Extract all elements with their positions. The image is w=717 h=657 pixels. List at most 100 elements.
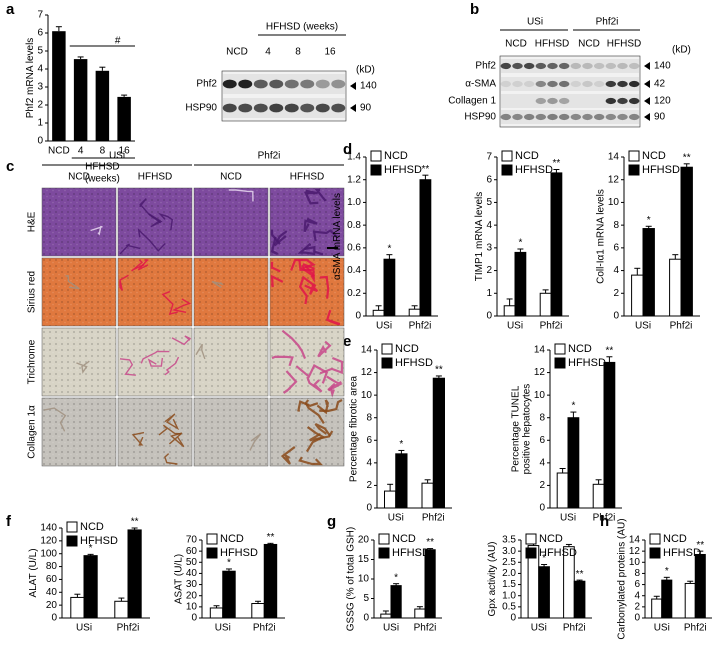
bar: [651, 598, 663, 619]
legend-label: HFHSD: [539, 547, 577, 559]
y-tick-label: 6: [539, 435, 545, 446]
x-tick-label: Phf2i: [593, 513, 616, 524]
y-tick-label: 6: [366, 435, 372, 446]
blot-bg: [501, 110, 639, 124]
y-tick-label: 60: [186, 546, 198, 557]
image-border: [193, 327, 269, 397]
legend-swatch: [628, 164, 640, 176]
y-tick-label: 10: [186, 601, 198, 612]
fibrosis-streak: [90, 225, 103, 236]
bar: [694, 553, 706, 619]
blot-band: [535, 80, 547, 88]
legend-swatch: [628, 150, 640, 162]
y-tick-label: 1.0: [502, 590, 516, 601]
y-tick-label: 2.5: [502, 557, 516, 568]
legend-swatch: [649, 547, 661, 559]
bar: [117, 96, 131, 141]
blot-band: [315, 103, 330, 113]
image-border: [269, 187, 345, 257]
blot-bg: [501, 77, 639, 91]
fibrosis-streak: [158, 424, 182, 436]
fibrosis-streak: [270, 236, 279, 256]
group-label: USi: [109, 151, 125, 162]
blot-band: [284, 79, 299, 89]
column-label: HFHSD: [138, 172, 172, 183]
bar: [603, 361, 616, 509]
x-tick-label: Phf2i: [684, 623, 707, 634]
fibrosis-streak: [119, 274, 129, 291]
y-tick-label: 6: [486, 174, 492, 185]
histology-texture: [118, 328, 192, 396]
bar: [432, 377, 445, 509]
y-tick-label: 4: [486, 220, 492, 231]
blot-band: [269, 103, 284, 113]
blot-band: [253, 79, 268, 89]
legend-swatch: [525, 533, 537, 545]
x-tick-label: USi: [383, 623, 399, 634]
histology-texture: [194, 398, 268, 466]
blot-band: [628, 97, 640, 105]
blot-band: [535, 62, 547, 70]
blot-band: [617, 97, 628, 105]
significance: *: [518, 238, 522, 249]
x-tick-label: USi: [654, 623, 670, 634]
fibrosis-streak: [148, 213, 163, 228]
blot-band: [605, 62, 617, 70]
histology-texture: [118, 258, 192, 326]
bar: [680, 166, 693, 317]
y-axis-label: TIMP1 mRNA levels: [474, 192, 485, 281]
legend-swatch: [66, 521, 78, 533]
y-tick-label: 100: [40, 548, 57, 559]
legend-label: NCD: [384, 150, 408, 162]
significance: *: [571, 401, 575, 412]
legend-label: NCD: [220, 533, 244, 545]
image-border: [117, 327, 193, 397]
row-label: Phf2: [196, 79, 217, 90]
y-tick-label: 3: [486, 242, 492, 253]
y-tick-label: 1: [486, 288, 492, 299]
image-border: [117, 397, 193, 467]
y-tick-label: 4: [613, 265, 619, 276]
blot-band: [238, 103, 253, 113]
legend-swatch: [501, 150, 513, 162]
image-border: [193, 397, 269, 467]
fibrosis-streak: [282, 370, 298, 394]
y-tick-label: 6: [613, 242, 619, 253]
fibrosis-streak: [137, 228, 166, 252]
x-tick-label: Phf2i: [414, 623, 437, 634]
lane-label: NCD: [505, 39, 527, 50]
histology-texture: [270, 328, 344, 396]
blot-bg: [501, 59, 639, 73]
y-tick-label: 8: [366, 412, 372, 423]
bar: [390, 585, 402, 619]
y-tick-label: 20: [186, 590, 198, 601]
blot-header: HFHSD (weeks): [266, 22, 338, 33]
fibrosis-streak: [304, 245, 323, 256]
bar: [222, 570, 236, 619]
y-tick-label: 2: [486, 265, 492, 276]
bar: [514, 251, 527, 317]
image-border: [41, 187, 117, 257]
y-tick-label: 10: [358, 574, 370, 585]
x-tick-label: Phf2i: [422, 513, 445, 524]
y-axis-label: Coll-Iα1 mRNA levels: [596, 189, 607, 284]
bar: [414, 608, 426, 619]
blot-band: [628, 113, 640, 121]
lane-label: 4: [265, 47, 271, 58]
legend-swatch: [206, 533, 218, 545]
legend-label: NCD: [395, 343, 419, 355]
mw-marker: 90: [360, 103, 372, 114]
x-tick-label: Phf2i: [117, 623, 140, 634]
y-tick-label: 120: [40, 535, 57, 546]
y-tick-label: 20: [358, 535, 370, 546]
y-tick-label: 0: [634, 613, 640, 624]
fibrosis-streak: [295, 364, 329, 384]
y-tick-label: 1.4: [347, 152, 361, 163]
y-axis-label: Carbonylated proteins (AU): [617, 518, 628, 639]
y-tick-label: 10: [534, 390, 546, 401]
histology-texture: [42, 258, 116, 326]
y-tick-label: 3: [37, 82, 43, 93]
mw-marker: 140: [360, 81, 377, 92]
marker-arrow: [644, 62, 650, 70]
lane-label: 8: [295, 47, 301, 58]
